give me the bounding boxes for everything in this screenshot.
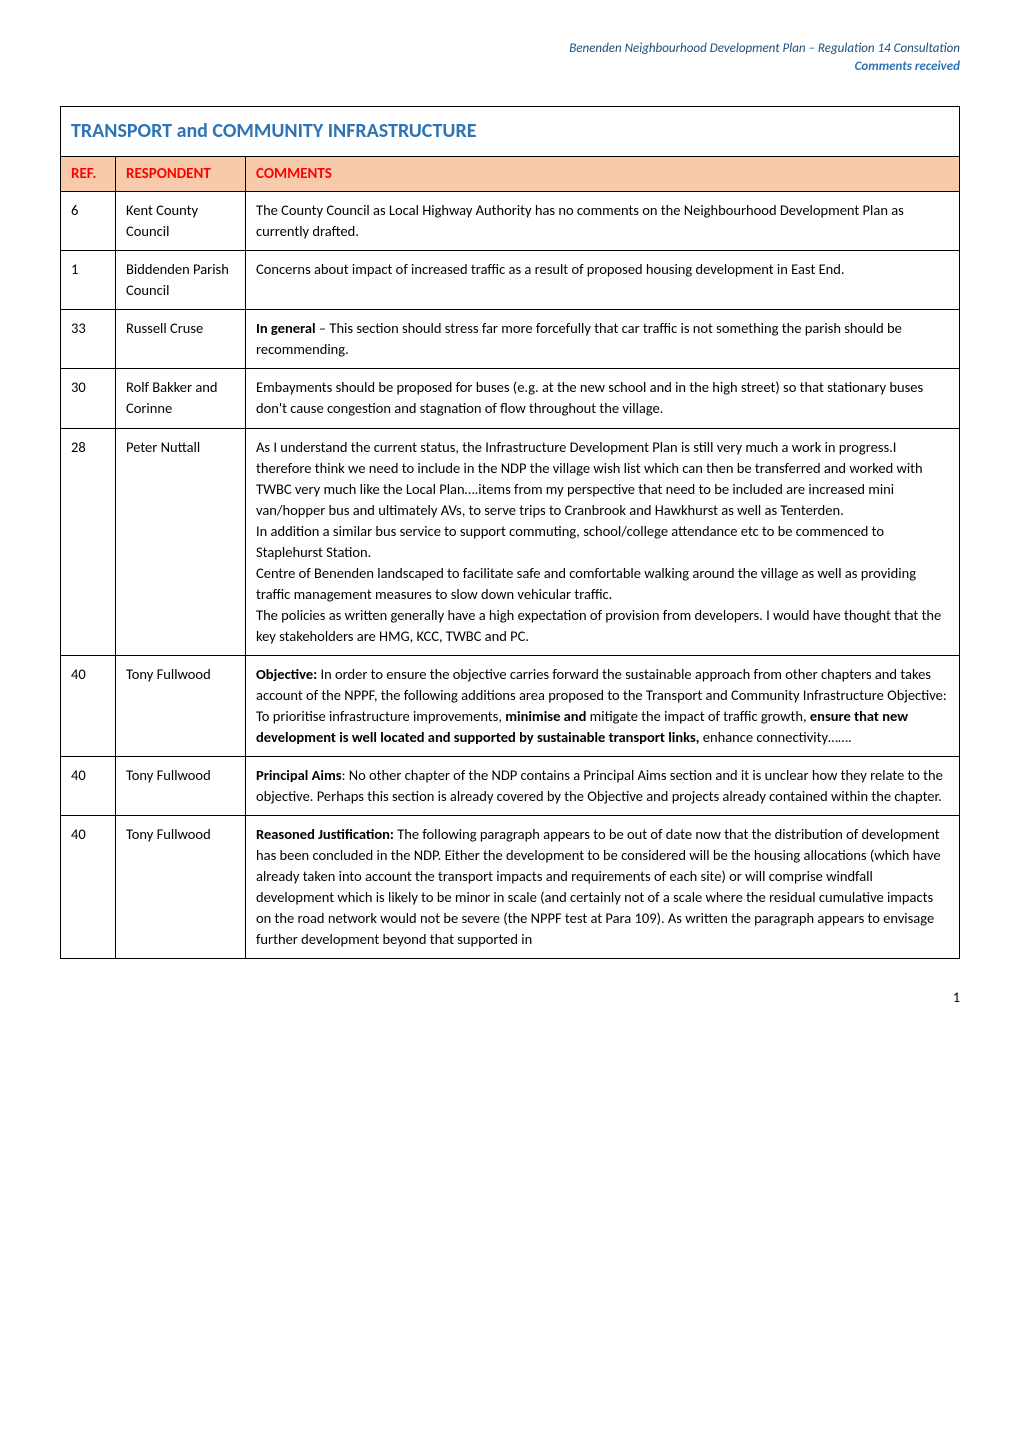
cell-respondent: Russell Cruse — [116, 310, 246, 369]
cell-respondent: Tony Fullwood — [116, 815, 246, 958]
cell-comments: Embayments should be proposed for buses … — [246, 369, 960, 428]
cell-ref: 6 — [61, 192, 116, 251]
cell-respondent: Biddenden Parish Council — [116, 251, 246, 310]
cell-ref: 28 — [61, 428, 116, 655]
table-row: 33Russell CruseIn general – This section… — [61, 310, 960, 369]
document-header: Benenden Neighbourhood Development Plan … — [60, 40, 960, 76]
cell-ref: 33 — [61, 310, 116, 369]
table-row: 28Peter NuttallAs I understand the curre… — [61, 428, 960, 655]
table-header-row: REF. RESPONDENT COMMENTS — [61, 157, 960, 192]
cell-respondent: Rolf Bakker and Corinne — [116, 369, 246, 428]
cell-comments: The County Council as Local Highway Auth… — [246, 192, 960, 251]
cell-ref: 1 — [61, 251, 116, 310]
cell-respondent: Kent County Council — [116, 192, 246, 251]
table-row: 40Tony FullwoodReasoned Justification: T… — [61, 815, 960, 958]
cell-comments: Objective: In order to ensure the object… — [246, 655, 960, 756]
cell-respondent: Tony Fullwood — [116, 655, 246, 756]
table-row: 40Tony FullwoodObjective: In order to en… — [61, 655, 960, 756]
table-title: TRANSPORT and COMMUNITY INFRASTRUCTURE — [61, 107, 960, 157]
column-header-respondent: RESPONDENT — [116, 157, 246, 192]
table-row: 6Kent County CouncilThe County Council a… — [61, 192, 960, 251]
column-header-comments: COMMENTS — [246, 157, 960, 192]
cell-comments: As I understand the current status, the … — [246, 428, 960, 655]
table-title-row: TRANSPORT and COMMUNITY INFRASTRUCTURE — [61, 107, 960, 157]
cell-ref: 40 — [61, 756, 116, 815]
header-line-2: Comments received — [60, 58, 960, 76]
cell-ref: 40 — [61, 655, 116, 756]
cell-comments: In general – This section should stress … — [246, 310, 960, 369]
column-header-ref: REF. — [61, 157, 116, 192]
cell-ref: 40 — [61, 815, 116, 958]
table-row: 40Tony FullwoodPrincipal Aims: No other … — [61, 756, 960, 815]
comments-table: TRANSPORT and COMMUNITY INFRASTRUCTURE R… — [60, 106, 960, 958]
table-row: 1Biddenden Parish CouncilConcerns about … — [61, 251, 960, 310]
cell-comments: Principal Aims: No other chapter of the … — [246, 756, 960, 815]
cell-respondent: Peter Nuttall — [116, 428, 246, 655]
page-number: 1 — [60, 989, 960, 1006]
cell-ref: 30 — [61, 369, 116, 428]
cell-comments: Concerns about impact of increased traff… — [246, 251, 960, 310]
header-line-1: Benenden Neighbourhood Development Plan … — [60, 40, 960, 58]
table-row: 30Rolf Bakker and CorinneEmbayments shou… — [61, 369, 960, 428]
cell-respondent: Tony Fullwood — [116, 756, 246, 815]
cell-comments: Reasoned Justification: The following pa… — [246, 815, 960, 958]
